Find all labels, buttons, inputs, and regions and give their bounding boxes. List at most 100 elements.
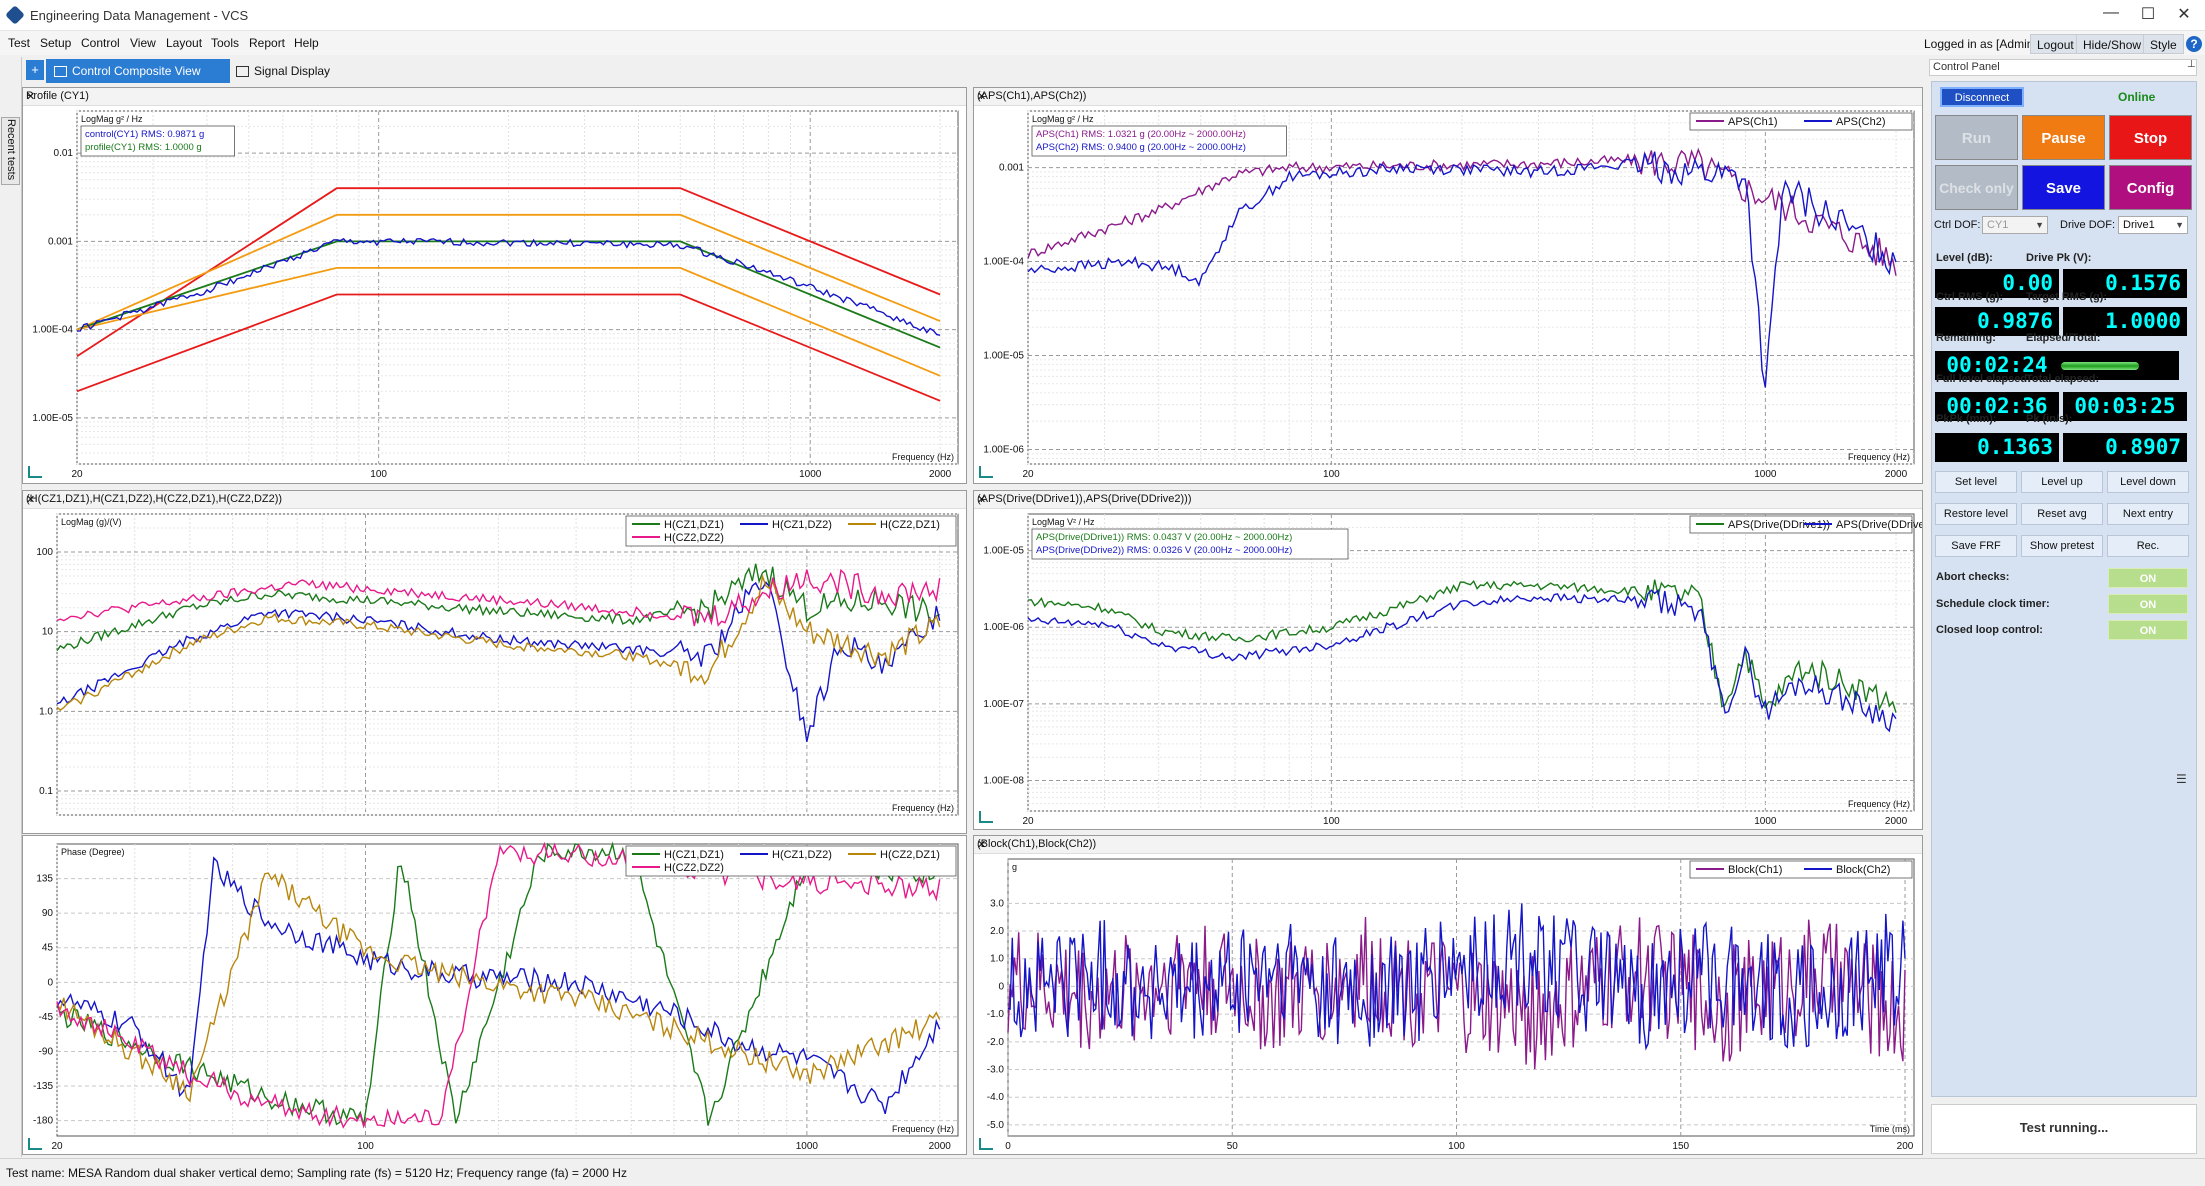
chart-options-icon[interactable] [28,1138,42,1150]
status-bar: Test name: MESA Random dual shaker verti… [0,1158,2205,1186]
profile-panel: Profile (CY1) ✕ 20 100 1000 2000 0.01 0.001 1.0… [22,87,967,484]
menu-layout[interactable]: Layout [166,36,203,50]
style-button[interactable]: Style [2143,34,2184,54]
set-level-button[interactable]: Set level [1935,471,2017,493]
x-axis-label: Frequency (Hz) [892,803,954,813]
rec-button[interactable]: Rec. [2107,535,2189,557]
block-chart[interactable]: 0 50 100 150 200 3.0 2.0 1.0 0 -1.0 -2.0 -3.0 -4.0 -5… [974,854,1922,1154]
profile-chart[interactable]: 20 100 1000 2000 0.01 0.001 1.00E-04 1.00E-05 Lo… [23,106,966,482]
panel-title-bar: (Block(Ch1),Block(Ch2)) ✕ [974,836,1922,854]
y-tick-label: 1.00E-07 [983,699,1024,710]
frf-phase-panel: 20 100 1000 2000 135 90 45 0 -45 -90 -135 -180 Phase… [22,835,967,1155]
level-up-button[interactable]: Level up [2021,471,2103,493]
menu-setup[interactable]: Setup [40,36,72,50]
legend-label: H(CZ1,DZ1) [664,519,724,531]
ctrl-dof-select[interactable]: CY1 ▼ [1982,216,2048,234]
legend-label: H(CZ2,DZ2) [664,532,724,544]
chart-options-icon[interactable] [979,811,993,823]
hide-show-button[interactable]: Hide/Show [2076,34,2149,54]
y-axis-label: LogMag g² / Hz [81,114,143,124]
maximize-icon[interactable]: ☐ [2140,6,2156,23]
menu-test[interactable]: Test [8,36,31,50]
reset-avg-button[interactable]: Reset avg [2021,503,2103,525]
series-line [76,240,941,349]
frf-magnitude-panel: (H(CZ1,DZ1),H(CZ1,DZ2),H(CZ2,DZ1),H(CZ2,… [22,490,967,834]
stop-button[interactable]: Stop [2109,115,2192,160]
connection-status: Online [2118,90,2156,104]
restore-level-button[interactable]: Restore level [1935,503,2017,525]
target-rms-readout: 1.0000 [2063,307,2187,336]
save-frf-button[interactable]: Save FRF [1935,535,2017,557]
y-tick-label: 1.00E-04 [32,325,73,336]
series-line [76,237,941,336]
ctrl-dof-value: CY1 [1987,219,2009,231]
next-entry-button[interactable]: Next entry [2107,503,2189,525]
disconnect-button[interactable]: Disconnect [1940,87,2024,107]
pk-readout: 0.8907 [2063,433,2187,462]
show-pretest-button[interactable]: Show pretest [2021,535,2103,557]
y-axis-label: LogMag (g)/(V) [61,517,122,527]
pause-button[interactable]: Pause [2022,115,2105,160]
chart-options-icon[interactable] [979,466,993,478]
frf-phase-chart[interactable]: 20 100 1000 2000 135 90 45 0 -45 -90 -135 -180 Phase… [23,836,966,1154]
schedule-clock-timer-toggle[interactable]: ON [2108,594,2188,614]
menu-help[interactable]: Help [294,36,319,50]
legend-label: APS(Drive(DDrive2)) [1836,519,1922,531]
x-tick-label: 150 [1672,1141,1689,1152]
config-button[interactable]: Config [2109,165,2192,210]
drive-pk-label: Drive Pk (V): [2026,252,2092,264]
chart-options-icon[interactable] [28,466,42,478]
recent-tests-tab[interactable]: Recent tests [1,117,20,185]
close-panel-icon[interactable]: ✕ [977,839,987,851]
pin-icon[interactable]: + [26,60,44,80]
chart-options-icon[interactable] [979,1138,993,1150]
series-line [76,266,941,377]
pin-icon[interactable]: ⊥ [2187,59,2196,70]
x-tick-label: 2000 [929,1141,952,1152]
chart-svg: 100 10 1.0 0.1 LogMag (g)/(V) Frequency (Hz) H… [36,513,959,816]
elapsed-progress-fill [2061,362,2140,370]
menu-view[interactable]: View [130,36,156,50]
pkpk-label: PkPk (mm): [1936,413,1997,425]
close-panel-icon[interactable]: ✕ [977,91,987,103]
close-window-icon[interactable]: ✕ [2177,6,2191,23]
annotation-text: APS(Ch1) RMS: 1.0321 g (20.00Hz ~ 2000.0… [1036,129,1246,140]
help-icon[interactable]: ? [2186,36,2202,52]
series-line [1007,903,1906,1051]
close-panel-icon[interactable]: ✕ [977,494,987,506]
closed-loop-control-toggle[interactable]: ON [2108,620,2188,640]
drive-aps-chart[interactable]: 20 100 1000 2000 1.00E-05 1.00E-06 1.00E-07 1.0… [974,509,1922,829]
y-axis-label: LogMag g² / Hz [1032,114,1094,124]
menu-tools[interactable]: Tools [211,36,240,50]
aps-chart[interactable]: 20 100 1000 2000 0.001 1.00E-04 1.00E-05 1.00E-… [974,106,1922,482]
run-button[interactable]: Run [1935,115,2018,160]
close-panel-icon[interactable]: ✕ [26,91,36,103]
level-down-button[interactable]: Level down [2107,471,2189,493]
logout-button[interactable]: Logout [2030,34,2081,54]
tab-signal-display[interactable]: Signal Display [212,59,352,83]
legend-box [625,845,957,877]
abort-checks-toggle[interactable]: ON [2108,568,2188,588]
grid-icon [236,66,249,77]
legend-box [1689,112,1913,131]
tab-control-composite-view[interactable]: Control Composite View [46,59,230,83]
drive-dof-select[interactable]: Drive1 ▼ [2118,216,2188,234]
y-tick-label: 1.00E-06 [983,444,1024,455]
x-axis-label: Time (ms) [1870,1124,1910,1134]
save-button[interactable]: Save [2022,165,2105,210]
close-panel-icon[interactable]: ✕ [26,494,36,506]
y-tick-label: 3.0 [990,898,1004,909]
minimize-icon[interactable]: — [2103,4,2119,21]
menu-control[interactable]: Control [81,36,120,50]
menu-report[interactable]: Report [249,36,286,50]
test-status-box: Test running... [1931,1104,2197,1154]
status-bar-text: Test name: MESA Random dual shaker verti… [6,1166,627,1180]
frf-magnitude-chart[interactable]: 100 10 1.0 0.1 LogMag (g)/(V) Frequency (Hz) H… [23,509,966,833]
list-menu-icon[interactable]: ☰ [2176,772,2187,786]
annotation-box [80,125,236,157]
check-only-button[interactable]: Check only [1935,165,2018,210]
series-line [56,872,941,1103]
x-tick-label: 100 [370,469,387,480]
x-tick-label: 2000 [929,469,952,480]
series-line [1027,579,1897,713]
